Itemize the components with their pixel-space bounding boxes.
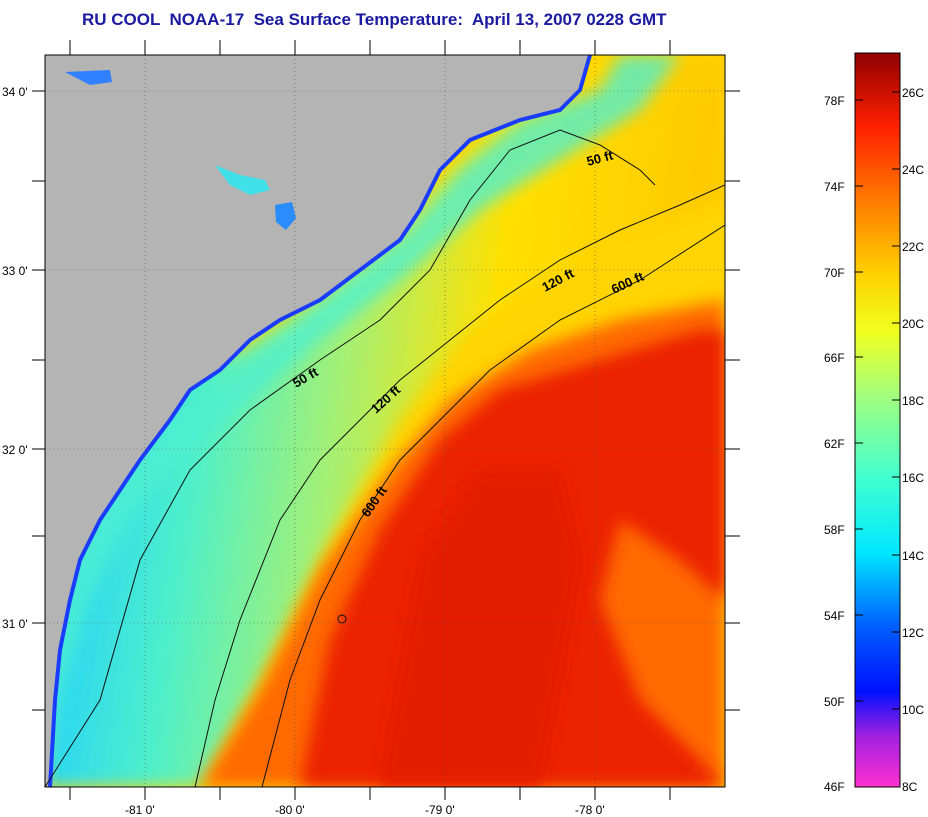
colorbar-f-label: 62F [824, 437, 845, 451]
colorbar-c-label: 24C [902, 163, 924, 177]
lon-label: -81 0' [125, 803, 155, 817]
colorbar-c-label: 20C [902, 317, 924, 331]
warm-eddy [380, 470, 580, 787]
contour-50ft [45, 129, 656, 787]
colorbar-c-label: 14C [902, 549, 924, 563]
colorbar-f-label: 74F [824, 180, 845, 194]
colorbar-f-label: 54F [824, 609, 845, 623]
colorbar-f-label: 46F [824, 780, 845, 794]
inland-lake [275, 202, 296, 230]
shelf-water [45, 55, 725, 787]
colorbar-c-label: 26C [902, 86, 924, 100]
inland-lake [65, 70, 112, 85]
colorbar-c-label: 10C [902, 703, 924, 717]
colorbar-c-label: 12C [902, 626, 924, 640]
lat-lon-grid [45, 55, 725, 787]
lat-label: 31 0' [2, 617, 28, 631]
colorbar-c-label: 8C [902, 780, 918, 794]
map-area [45, 55, 725, 787]
colorbar-c-label: 18C [902, 394, 924, 408]
lon-label: -80 0' [275, 803, 305, 817]
colorbar-f-label: 50F [824, 695, 845, 709]
colorbar-f-label: 58F [824, 523, 845, 537]
colorbar-c-label: 22C [902, 240, 924, 254]
contour-600ft [261, 224, 725, 787]
map-frame [44, 54, 726, 788]
cool-coastal-band [45, 55, 680, 787]
inland-lake [215, 165, 270, 195]
contour-label-50ft: 50 ft [585, 147, 615, 169]
land-mass [45, 55, 590, 787]
lon-label: -78 0' [575, 803, 605, 817]
colorbar-f-label: 70F [824, 266, 845, 280]
colorbar [854, 52, 901, 788]
coastline [48, 55, 592, 787]
lon-label: -79 0' [425, 803, 455, 817]
lat-label: 33 0' [2, 264, 28, 278]
colorbar-ticks [855, 91, 900, 710]
colorbar-f-label: 66F [824, 351, 845, 365]
colorbar-f-label: 78F [824, 94, 845, 108]
lat-label: 34 0' [2, 85, 28, 99]
map-title: RU COOL NOAA-17 Sea Surface Temperature:… [82, 10, 667, 29]
lat-label: 32 0' [2, 443, 28, 457]
contour-120ft [194, 184, 725, 787]
colorbar-c-label: 16C [902, 471, 924, 485]
axis-ticks [32, 40, 740, 800]
